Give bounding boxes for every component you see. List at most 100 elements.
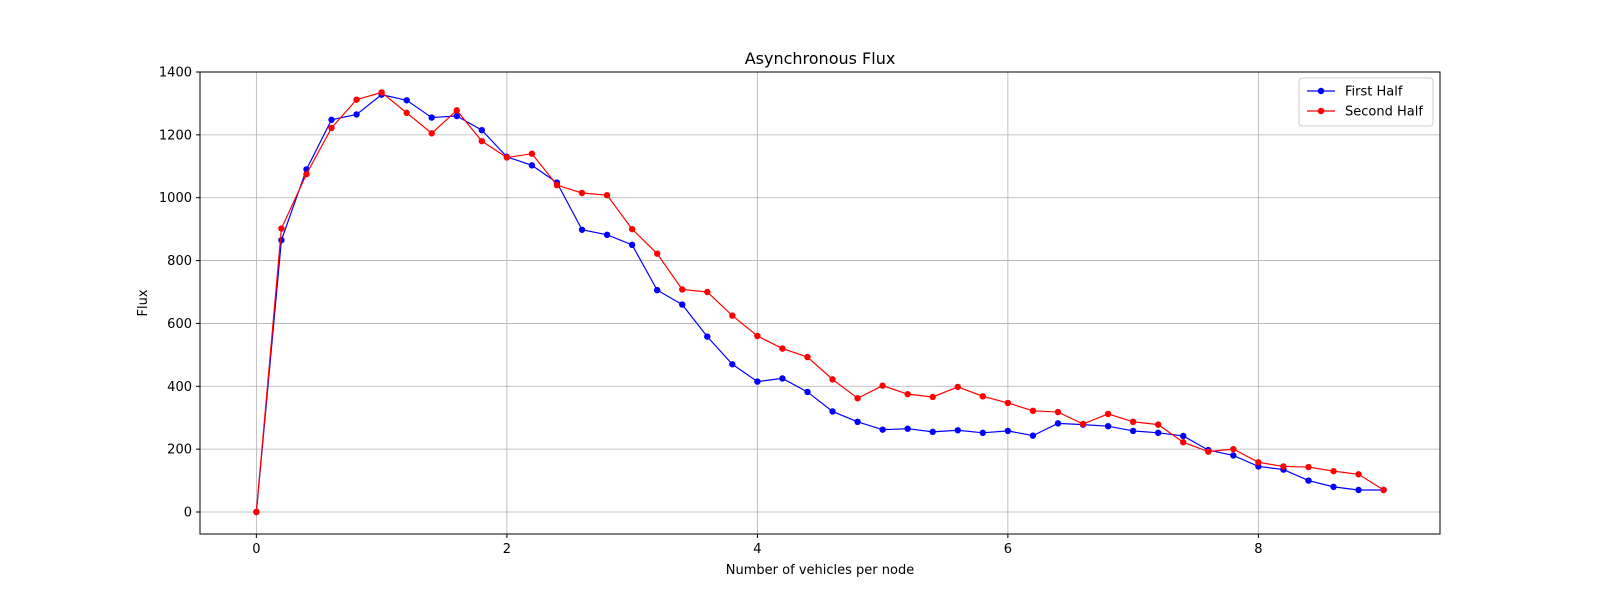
- legend-marker-swatch: [1317, 107, 1325, 115]
- data-point-first-half: [979, 429, 987, 436]
- x-tick-label: 0: [252, 542, 260, 557]
- data-point-second-half: [829, 376, 836, 383]
- data-point-first-half: [653, 286, 661, 294]
- data-point-second-half: [779, 345, 786, 352]
- data-point-second-half: [1280, 463, 1287, 470]
- data-point-second-half: [628, 225, 636, 233]
- data-point-second-half: [553, 181, 561, 189]
- data-point-first-half: [929, 428, 936, 436]
- data-point-first-half: [1305, 477, 1312, 484]
- data-point-first-half: [1180, 432, 1187, 440]
- series-line-first-half: [255, 93, 1384, 513]
- y-tick-label: 1200: [159, 128, 192, 143]
- data-point-first-half: [1004, 427, 1012, 435]
- data-point-second-half: [1104, 410, 1112, 418]
- data-point-second-half: [478, 137, 486, 145]
- data-point-second-half: [954, 383, 961, 391]
- y-tick-label: 0: [184, 506, 192, 521]
- data-point-second-half: [1029, 407, 1037, 414]
- data-point-first-half: [879, 426, 886, 433]
- data-point-first-half: [1330, 483, 1337, 491]
- data-point-second-half: [1054, 408, 1062, 416]
- y-tick-label: 800: [167, 254, 192, 269]
- data-point-second-half: [854, 395, 861, 402]
- y-tick-label: 1000: [159, 191, 192, 206]
- data-point-first-half: [829, 408, 836, 415]
- data-point-first-half: [704, 333, 711, 340]
- legend-label: First Half: [1345, 85, 1403, 100]
- data-point-second-half: [904, 390, 911, 398]
- data-point-first-half: [804, 388, 811, 396]
- series-line-second-half: [255, 91, 1384, 513]
- data-point-second-half: [453, 107, 460, 114]
- data-point-first-half: [854, 418, 861, 425]
- y-tick-label: 400: [167, 380, 192, 395]
- data-point-first-half: [1154, 429, 1162, 436]
- data-point-first-half: [904, 425, 911, 432]
- data-point-second-half: [754, 332, 761, 340]
- data-point-first-half: [1355, 486, 1362, 494]
- data-point-second-half: [1004, 399, 1012, 407]
- data-point-first-half: [1054, 420, 1062, 427]
- data-point-second-half: [979, 393, 987, 400]
- axis-ticks: 0 2 4 6 8 0 200 400 600 800 1000 1200 1400: [159, 66, 1263, 558]
- data-point-first-half: [1230, 452, 1237, 459]
- data-point-first-half: [478, 126, 486, 134]
- y-tick-label: 600: [167, 317, 192, 332]
- data-point-second-half: [403, 109, 410, 117]
- data-point-first-half: [528, 162, 536, 169]
- data-point-second-half: [503, 154, 511, 161]
- data-point-second-half: [278, 225, 285, 232]
- series-second-half: [253, 89, 1387, 516]
- legend-box: [1298, 77, 1434, 127]
- data-point-first-half: [954, 427, 961, 434]
- y-tick-label: 200: [167, 443, 192, 458]
- data-point-second-half: [1079, 420, 1087, 428]
- data-point-first-half: [328, 116, 335, 123]
- data-point-second-half: [603, 192, 611, 199]
- data-point-second-half: [378, 89, 385, 96]
- data-point-second-half: [653, 250, 661, 257]
- legend-marker-swatch: [1317, 87, 1325, 95]
- legend: First Half Second Half: [1298, 77, 1434, 127]
- data-point-second-half: [328, 124, 335, 132]
- data-point-second-half: [528, 150, 536, 157]
- data-point-first-half: [353, 111, 360, 118]
- series-layer: [253, 89, 1387, 516]
- chart-title: Asynchronous Flux: [745, 49, 896, 68]
- data-point-second-half: [428, 130, 435, 137]
- data-point-second-half: [353, 96, 360, 103]
- data-point-second-half: [804, 353, 811, 361]
- data-point-second-half: [1129, 418, 1137, 425]
- y-axis-title: Flux: [136, 289, 151, 316]
- data-point-second-half: [879, 382, 886, 389]
- data-point-second-half: [1230, 445, 1237, 453]
- data-point-first-half: [679, 301, 686, 308]
- data-point-second-half: [1180, 439, 1187, 446]
- data-point-first-half: [403, 97, 410, 104]
- x-tick-label: 6: [1004, 542, 1012, 557]
- data-point-first-half: [428, 114, 435, 121]
- x-tick-label: 4: [753, 542, 761, 557]
- plot-area-frame: [199, 71, 1441, 535]
- data-point-first-half: [1129, 427, 1137, 435]
- data-point-second-half: [1154, 421, 1162, 428]
- data-point-first-half: [1104, 423, 1112, 430]
- data-point-first-half: [578, 226, 586, 233]
- legend-entry-first-half: First Half: [1307, 85, 1403, 100]
- legend-label: Second Half: [1345, 105, 1423, 120]
- x-tick-label: 8: [1254, 542, 1262, 557]
- data-point-second-half: [1355, 471, 1362, 478]
- data-point-first-half: [779, 375, 786, 382]
- data-point-second-half: [679, 286, 686, 293]
- data-point-first-half: [453, 112, 460, 120]
- data-point-first-half: [628, 241, 636, 249]
- y-tick-label: 1400: [159, 66, 192, 81]
- data-point-first-half: [1029, 432, 1037, 439]
- data-point-first-half: [603, 231, 611, 238]
- data-point-first-half: [278, 236, 285, 244]
- data-point-second-half: [1380, 486, 1387, 494]
- legend-entry-second-half: Second Half: [1307, 105, 1423, 120]
- data-point-second-half: [303, 170, 310, 178]
